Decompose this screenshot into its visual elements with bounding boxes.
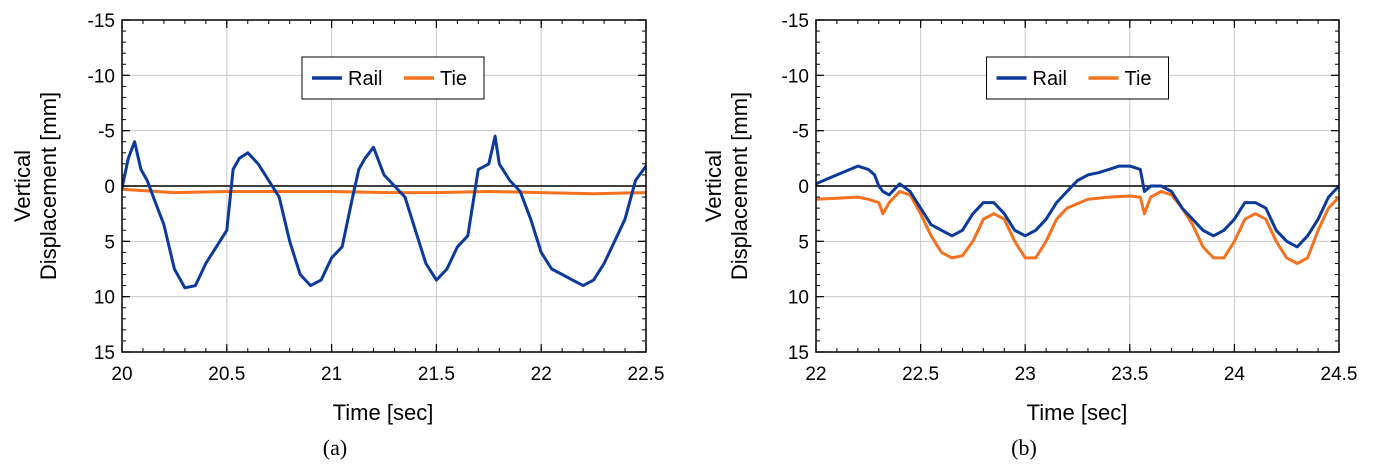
legend-label-rail: Rail — [348, 68, 382, 90]
legend-b: Rail Tie — [986, 56, 1169, 100]
y-axis-label-line2-a: Displacement [mm] — [36, 92, 61, 280]
x-axis-label-a: Time [sec] — [333, 400, 434, 425]
x-tick-label: 22.5 — [628, 364, 665, 385]
series-group-a — [122, 134, 646, 290]
y-tick-label: -10 — [782, 66, 809, 87]
legend-label-tie: Tie — [1125, 68, 1152, 90]
x-tick-label: 22 — [531, 364, 552, 385]
x-tick-label: 22.5 — [902, 364, 939, 385]
y-tick-label: 15 — [788, 343, 809, 364]
series-line-rail-a — [122, 134, 646, 290]
y-tick-label: 15 — [94, 343, 115, 364]
series-group-b — [816, 164, 1339, 265]
x-tick-label: 24.5 — [1321, 364, 1358, 385]
y-tick-label: 0 — [798, 177, 809, 198]
y-tick-label: 0 — [104, 177, 115, 198]
chart-panel-b: (b) Time [sec] Vertical Displacement [mm… — [701, 11, 1357, 460]
y-tick-label: 10 — [788, 288, 809, 309]
y-axis-label-line1-a: Vertical — [10, 150, 35, 222]
caption-a: (a) — [323, 435, 347, 460]
x-tick-label: 21.5 — [418, 364, 455, 385]
y-tick-label: -5 — [98, 122, 115, 143]
y-tick-label: -5 — [792, 122, 809, 143]
y-tick-label: -10 — [88, 66, 115, 87]
y-tick-label: 5 — [104, 232, 115, 253]
legend-a: Rail Tie — [301, 56, 485, 100]
caption-b: (b) — [1011, 435, 1037, 460]
x-tick-label: 21 — [321, 364, 342, 385]
x-tick-label: 23 — [1015, 364, 1036, 385]
y-tick-label: -15 — [782, 11, 809, 32]
series-line-rail-b — [816, 164, 1339, 249]
y-axis-label-line2-b: Displacement [mm] — [727, 92, 752, 280]
x-tick-label: 20 — [111, 364, 132, 385]
legend-label-tie: Tie — [440, 68, 467, 90]
legend-label-rail: Rail — [1033, 68, 1067, 90]
series-line-tie-b — [816, 190, 1339, 265]
y-axis-label-line1-b: Vertical — [701, 150, 726, 222]
x-tick-label: 24 — [1224, 364, 1246, 385]
x-tick-label: 20.5 — [208, 364, 245, 385]
y-tick-label: 5 — [798, 232, 809, 253]
chart-panel-a: (a) Time [sec] Vertical Displacement [mm… — [10, 11, 664, 460]
x-tick-label: 23.5 — [1111, 364, 1148, 385]
series-line-tie-a — [122, 187, 646, 196]
y-tick-label: -15 — [88, 11, 115, 32]
x-axis-label-b: Time [sec] — [1027, 400, 1128, 425]
x-tick-label: 22 — [805, 364, 826, 385]
y-tick-label: 10 — [94, 288, 115, 309]
